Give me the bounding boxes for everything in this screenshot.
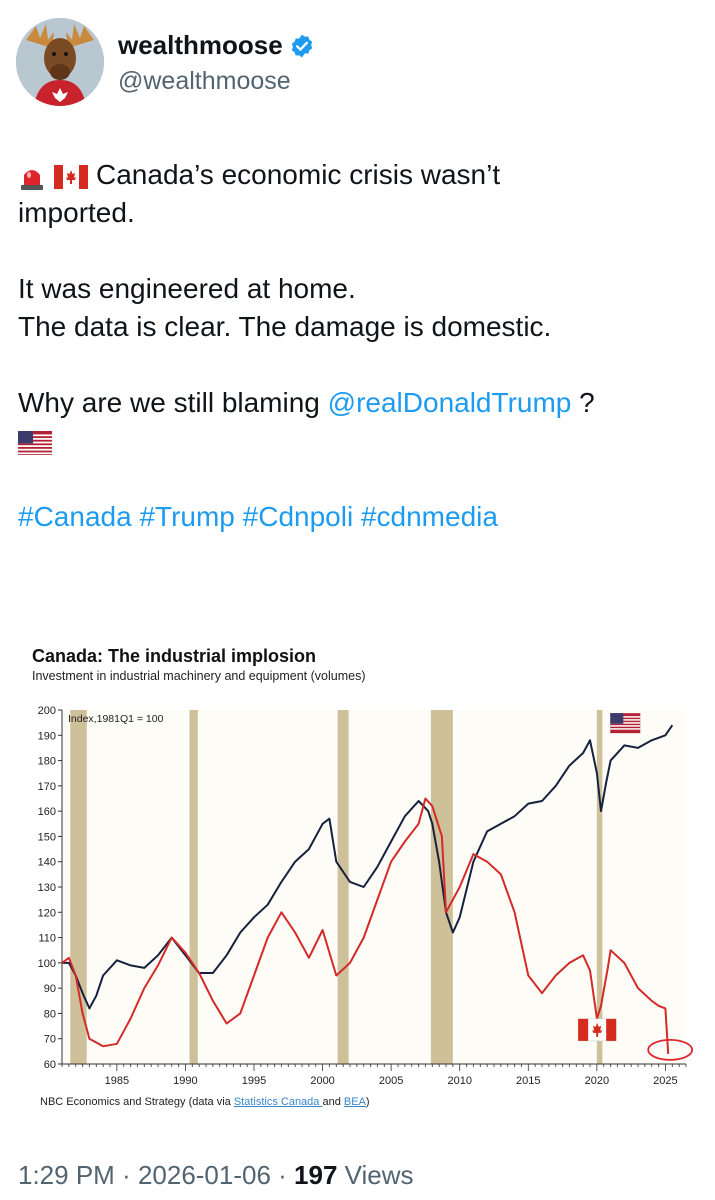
chart-source: NBC Economics and Strategy (data via Sta… — [40, 1096, 370, 1108]
y-tick-label-180: 180 — [38, 756, 56, 768]
police-light-icon — [21, 169, 43, 190]
chart-subtitle: Investment in industrial machinery and e… — [32, 669, 366, 683]
avatar[interactable] — [16, 18, 104, 106]
hashtag-trump[interactable]: #Trump — [139, 501, 235, 532]
y-tick-label-80: 80 — [44, 1008, 56, 1020]
tweet-line-6 — [18, 422, 698, 460]
y-tick-label-190: 190 — [38, 730, 56, 742]
us-flag-icon — [610, 713, 641, 734]
tweet-body: Canada’s economic crisis wasn’t imported… — [18, 156, 698, 536]
recession-band-1 — [189, 710, 198, 1064]
tweet-time[interactable]: 1:29 PM — [18, 1160, 115, 1190]
hashtag-cdnmedia[interactable]: #cdnmedia — [360, 501, 498, 532]
x-tick-label-2025: 2025 — [653, 1075, 677, 1087]
recession-band-0 — [70, 710, 87, 1064]
footer-sep-2: · — [270, 1160, 295, 1190]
x-tick-label-2000: 2000 — [310, 1075, 334, 1087]
source-link-bea: BEA — [343, 1096, 366, 1108]
x-tick-label-1985: 1985 — [105, 1075, 129, 1087]
user-handle[interactable]: @wealthmoose — [118, 67, 291, 95]
y-tick-label-110: 110 — [38, 933, 56, 945]
tweet-date[interactable]: 2026-01-06 — [137, 1160, 271, 1190]
tweet-line-3: It was engineered at home. — [18, 273, 356, 304]
y-tick-label-200: 200 — [38, 705, 56, 717]
x-tick-label-2005: 2005 — [379, 1075, 403, 1087]
source-end: ) — [365, 1096, 370, 1108]
y-tick-label-70: 70 — [44, 1034, 56, 1046]
tweet-line-2: imported. — [18, 197, 135, 228]
x-tick-label-1990: 1990 — [173, 1075, 197, 1087]
recession-band-2 — [337, 710, 349, 1064]
chart-title: Canada: The industrial implosion — [32, 646, 317, 666]
hashtag-cdnpoli[interactable]: #Cdnpoli — [242, 501, 354, 532]
views-count[interactable]: 197 — [294, 1160, 338, 1190]
us-flag-icon — [18, 430, 52, 455]
y-tick-label-120: 120 — [38, 907, 56, 919]
y-tick-label-100: 100 — [38, 958, 56, 970]
x-tick-label-2010: 2010 — [447, 1075, 471, 1087]
y-tick-label-90: 90 — [44, 983, 56, 995]
x-tick-label-2015: 2015 — [516, 1075, 540, 1087]
x-tick-label-2020: 2020 — [585, 1075, 609, 1087]
tweet-footer: 1:29 PM · 2026-01-06 · 197 Views — [18, 1160, 414, 1191]
source-link-statcan: Statistics Canada — [233, 1096, 323, 1108]
y-tick-label-150: 150 — [38, 831, 56, 843]
tweet-line-1-text: Canada’s economic crisis wasn’t — [96, 159, 501, 190]
footer-sep: · — [114, 1160, 138, 1190]
source-and: and — [322, 1096, 344, 1108]
tweet-line-4: The data is clear. The damage is domesti… — [18, 311, 552, 342]
series-line-us-flag — [62, 724, 674, 1010]
y-tick-label-160: 160 — [38, 806, 56, 818]
tweet-line-5-end: ? — [571, 387, 595, 418]
hashtag-canada[interactable]: #Canada — [18, 501, 132, 532]
y-tick-label-140: 140 — [38, 857, 56, 869]
source-text: NBC Economics and Strategy (data via — [40, 1096, 234, 1108]
canada-flag-icon — [54, 164, 88, 189]
verified-badge-icon — [291, 34, 312, 57]
recession-band-4 — [596, 710, 603, 1064]
y-tick-label-170: 170 — [38, 781, 56, 793]
plot-area — [62, 710, 686, 1064]
chart-image[interactable]: Canada: The industrial implosion Investm… — [16, 640, 700, 1120]
moose-avatar-icon — [16, 18, 104, 106]
highlight-circle — [647, 1038, 694, 1061]
canada-flag-icon — [577, 1018, 617, 1042]
y-tick-label-60: 60 — [44, 1059, 56, 1071]
display-name[interactable]: wealthmoose — [118, 30, 283, 60]
hashtag-row: #Canada #Trump #Cdnpoli #cdnmedia — [18, 498, 698, 536]
views-label: Views — [337, 1160, 414, 1190]
tweet-line-1: Canada’s economic crisis wasn’t — [18, 156, 698, 194]
x-tick-label-1995: 1995 — [242, 1075, 266, 1087]
series-line-canada-flag — [61, 797, 670, 1054]
tweet-line-5-text: Why are we still blaming — [18, 387, 328, 418]
user-names: wealthmoose @wealthmoose — [118, 30, 315, 96]
y-tick-label-130: 130 — [38, 882, 56, 894]
chart-annotation: Index,1981Q1 = 100 — [68, 713, 164, 725]
line-chart: 60 70 80 90 100 110 120 130 140 150 160 170 180 190 20… — [38, 705, 694, 1087]
tweet-header: wealthmoose @wealthmoose — [16, 18, 696, 108]
tweet-line-5: Why are we still blaming @realDonaldTrum… — [18, 384, 698, 422]
mention-link[interactable]: @realDonaldTrump — [327, 387, 572, 418]
